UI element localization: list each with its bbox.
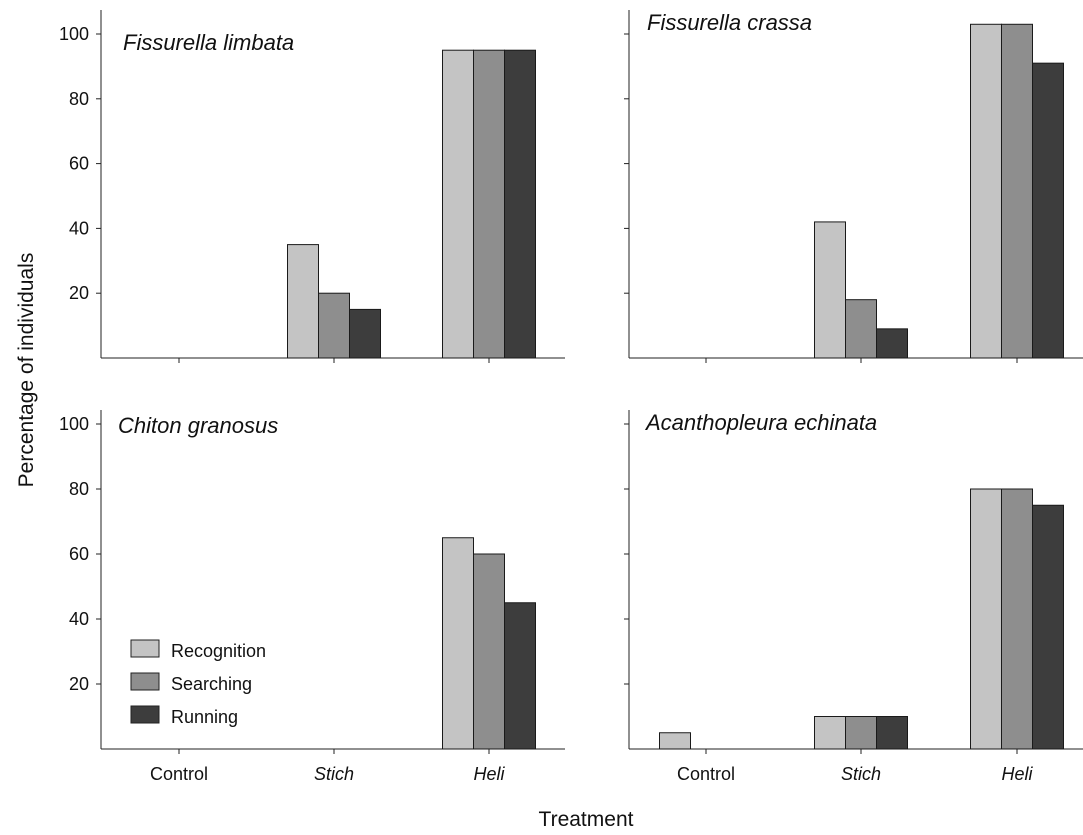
- bar-recognition-heli: [442, 537, 474, 750]
- x-tick-label: Stich: [841, 764, 881, 784]
- bar-running-stich: [349, 308, 381, 359]
- y-axis-title: Percentage of individuals: [15, 253, 38, 488]
- x-tick-label: Heli: [473, 764, 505, 784]
- panel-title: Chiton granosus: [118, 413, 278, 438]
- legend-swatch-running: [130, 705, 160, 724]
- bar-running-heli: [1032, 62, 1064, 359]
- bar-searching-stich: [845, 299, 877, 359]
- panel-1: 20 40 60 80 100 Fissurella limbata: [59, 10, 565, 363]
- bar-running-stich: [876, 716, 908, 750]
- legend-swatch-recognition: [130, 639, 160, 658]
- y-tick-label: 40: [69, 218, 89, 238]
- panel-4: Control Stich Heli Acanthopleura echinata: [624, 410, 1083, 784]
- panel-3: 20 40 60 80 100 Control Stich Heli Chiton granos…: [59, 410, 565, 784]
- bar-running-heli: [504, 49, 536, 359]
- bar-running-heli: [1032, 504, 1064, 750]
- legend-swatch-searching: [130, 672, 160, 691]
- legend: Recognition Searching Running: [130, 639, 266, 727]
- panel-title: Fissurella limbata: [123, 30, 294, 55]
- legend-label-running: Running: [171, 707, 238, 727]
- bar-recognition-heli: [442, 49, 474, 359]
- panel-title: Acanthopleura echinata: [644, 410, 877, 435]
- y-tick-label: 100: [59, 24, 89, 44]
- y-tick-label: 20: [69, 674, 89, 694]
- legend-label-searching: Searching: [171, 674, 252, 694]
- y-tick-label: 20: [69, 283, 89, 303]
- panel-2: Fissurella crassa: [624, 10, 1083, 363]
- bar-recognition-heli: [970, 23, 1002, 359]
- y-tick-label: 80: [69, 479, 89, 499]
- y-tick-label: 60: [69, 544, 89, 564]
- x-tick-label: Stich: [314, 764, 354, 784]
- bar-searching-heli: [473, 49, 505, 359]
- bar-recognition-stich: [814, 716, 846, 750]
- bar-recognition-heli: [970, 488, 1002, 750]
- bar-searching-heli: [1001, 488, 1033, 750]
- y-tick-label: 40: [69, 609, 89, 629]
- bar-running-stich: [876, 328, 908, 359]
- y-tick-label: 80: [69, 89, 89, 109]
- x-tick-label: Control: [677, 764, 735, 784]
- bar-recognition-stich: [814, 221, 846, 359]
- bar-searching-heli: [1001, 23, 1033, 359]
- bar-searching-stich: [318, 292, 350, 359]
- y-tick-label: 100: [59, 414, 89, 434]
- x-axis-title: Treatment: [539, 808, 634, 830]
- bar-searching-stich: [845, 716, 877, 750]
- panel-title: Fissurella crassa: [647, 10, 812, 35]
- bar-recognition-control: [659, 732, 691, 750]
- x-tick-label: Heli: [1001, 764, 1033, 784]
- bar-recognition-stich: [287, 244, 319, 359]
- bar-searching-heli: [473, 553, 505, 750]
- bar-running-heli: [504, 602, 536, 750]
- legend-label-recognition: Recognition: [171, 641, 266, 661]
- y-tick-label: 60: [69, 154, 89, 174]
- x-tick-label: Control: [150, 764, 208, 784]
- panels: 20 40 60 80 100 Fissurella limbata Fissurella …: [59, 10, 1083, 784]
